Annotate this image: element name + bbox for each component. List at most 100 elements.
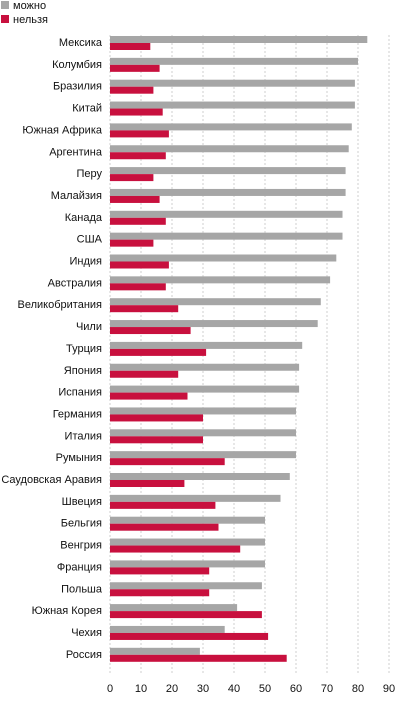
bar-mozhno: [110, 254, 337, 262]
bar-nelzya: [110, 64, 160, 72]
bar-mozhno: [110, 341, 303, 349]
bar-mozhno: [110, 57, 358, 65]
x-tick-label: 40: [228, 683, 240, 695]
category-label: Саудовская Аравия: [1, 474, 102, 486]
bar-mozhno: [110, 494, 281, 502]
bar-mozhno: [110, 210, 343, 218]
bar-nelzya: [110, 327, 191, 335]
bar-mozhno: [110, 36, 368, 43]
bar-mozhno: [110, 101, 355, 109]
x-axis-ticks: 0 10 20 30 40 50 60 70 80 90: [107, 683, 395, 695]
x-tick-label: 20: [166, 683, 178, 695]
bar-mozhno: [110, 407, 296, 415]
bar-mozhno: [110, 363, 300, 371]
legend-label-nelzya: нельзя: [13, 14, 48, 26]
category-label: Испания: [58, 387, 102, 399]
bar-nelzya: [110, 501, 216, 509]
category-label: Перу: [76, 168, 102, 180]
category-label: Россия: [66, 649, 102, 661]
bar-nelzya: [110, 174, 154, 182]
bar-nelzya: [110, 195, 160, 203]
bar-nelzya: [110, 152, 166, 160]
bar-mozhno: [110, 123, 352, 131]
bar-nelzya: [110, 86, 154, 94]
bar-mozhno: [110, 582, 262, 590]
bar-mozhno: [110, 451, 296, 459]
x-tick-label: 90: [383, 683, 395, 695]
bar-mozhno: [110, 232, 343, 240]
bar-mozhno: [110, 188, 346, 196]
category-label: Венгрия: [60, 540, 102, 552]
category-label: Румыния: [56, 452, 102, 464]
bar-nelzya: [110, 523, 219, 531]
category-label: Китай: [72, 103, 102, 115]
bar-nelzya: [110, 458, 225, 466]
bar-mozhno: [110, 604, 238, 612]
bar-nelzya: [110, 654, 287, 662]
bar-nelzya: [110, 392, 188, 400]
bar-nelzya: [110, 611, 262, 619]
category-label: Швеция: [62, 496, 102, 508]
legend-label-mozhno: можно: [13, 0, 46, 12]
legend-swatch-nelzya: [1, 15, 9, 23]
x-tick-label: 0: [107, 683, 113, 695]
legend-swatch-mozhno: [1, 1, 9, 9]
category-label: Бразилия: [53, 81, 102, 93]
category-label: Канада: [65, 212, 103, 224]
category-label: Франция: [57, 561, 102, 573]
legend: можно нельзя: [1, 0, 48, 26]
bar-nelzya: [110, 589, 210, 597]
x-tick-label: 70: [321, 683, 333, 695]
category-label: США: [77, 234, 103, 246]
category-label: Колумбия: [52, 59, 102, 71]
bar-nelzya: [110, 567, 210, 575]
bar-nelzya: [110, 43, 151, 50]
bar-nelzya: [110, 632, 269, 640]
bar-mozhno: [110, 538, 265, 546]
bar-nelzya: [110, 480, 185, 487]
bar-mozhno: [110, 625, 225, 633]
bar-nelzya: [110, 545, 241, 553]
bar-nelzya: [110, 348, 207, 356]
bar-mozhno: [110, 429, 296, 437]
category-label: Южная Корея: [32, 605, 102, 617]
category-label: Япония: [64, 365, 102, 377]
category-label: Малайзия: [51, 190, 102, 202]
bar-mozhno: [110, 647, 200, 655]
bar-mozhno: [110, 516, 265, 524]
category-label: Аргентина: [49, 146, 103, 158]
bar-nelzya: [110, 108, 163, 116]
bar-nelzya: [110, 130, 169, 138]
category-label: Бельгия: [61, 518, 102, 530]
bar-nelzya: [110, 283, 166, 291]
category-label: Чили: [76, 321, 102, 333]
bar-nelzya: [110, 370, 179, 378]
category-labels: Мексика Колумбия Бразилия Китай Южная Африка…: [1, 37, 103, 661]
bar-nelzya: [110, 261, 169, 269]
bar-mozhno: [110, 79, 355, 87]
category-label: Италия: [65, 430, 103, 442]
bar-nelzya: [110, 414, 203, 422]
category-label: Мексика: [59, 37, 103, 49]
category-label: Южная Африка: [22, 124, 103, 136]
bar-nelzya: [110, 305, 179, 313]
bar-nelzya: [110, 239, 154, 247]
bars: [110, 36, 368, 662]
x-tick-label: 50: [259, 683, 271, 695]
bar-nelzya: [110, 217, 166, 225]
category-label: Турция: [66, 343, 102, 355]
x-tick-label: 80: [352, 683, 364, 695]
x-tick-label: 10: [135, 683, 147, 695]
category-label: Австралия: [48, 277, 102, 289]
bar-mozhno: [110, 276, 331, 284]
category-label: Великобритания: [18, 299, 103, 311]
bar-nelzya: [110, 436, 203, 444]
x-tick-label: 30: [197, 683, 209, 695]
bar-mozhno: [110, 560, 265, 568]
category-label: Чехия: [71, 627, 102, 639]
bar-mozhno: [110, 167, 346, 175]
x-tick-label: 60: [290, 683, 302, 695]
category-label: Индия: [69, 256, 102, 268]
bar-mozhno: [110, 473, 290, 480]
